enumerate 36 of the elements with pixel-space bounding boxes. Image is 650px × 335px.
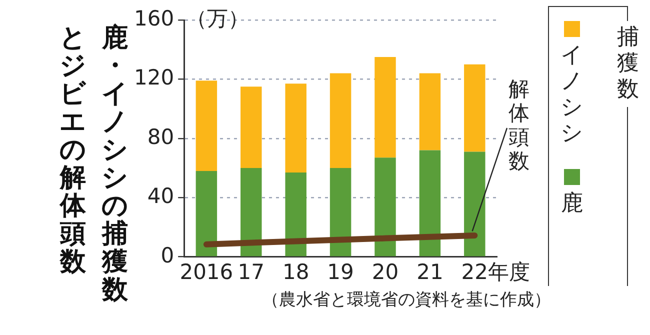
bar (419, 150, 441, 256)
y-tick-label: 80 (147, 124, 174, 149)
legend-title: 捕獲数 (102, 219, 128, 305)
bar (285, 84, 306, 172)
legend-label: 鹿 (561, 191, 583, 217)
bar (330, 168, 352, 256)
y-tick-label: 40 (147, 184, 174, 208)
bar (419, 73, 441, 150)
bar (196, 170, 218, 256)
x-tick-label: 21 (416, 260, 444, 284)
bar (240, 86, 262, 168)
y-axis-title: （万） (186, 6, 250, 30)
x-axis-title: 年度 (488, 260, 530, 284)
x-tick-label: 17 (238, 260, 265, 284)
legend-label: イノシシ (560, 43, 584, 147)
y-tick-label: 0 (160, 243, 174, 268)
bar (240, 168, 262, 256)
y-tick-label: 160 (134, 6, 174, 30)
x-tick-label: 22 (461, 260, 488, 284)
chart-title: 鹿・イノシシの (102, 23, 128, 221)
y-tick-label: 120 (134, 66, 174, 90)
x-tick-label: 20 (372, 260, 399, 284)
text: 捕獲数 (617, 25, 639, 102)
text: （農水省と環境省の資料を基に作成） (262, 289, 551, 311)
bar (330, 73, 352, 168)
x-tick-label: 18 (282, 260, 310, 284)
x-tick-label: 19 (327, 260, 354, 284)
text: とジビエの解体頭数 (60, 23, 86, 277)
x-tick-label: 2016 (180, 260, 234, 284)
bar (464, 64, 486, 152)
bar (464, 152, 486, 256)
bar (374, 158, 396, 256)
bar (196, 80, 218, 171)
text: 解体頭数 (508, 76, 530, 173)
bar (374, 57, 396, 158)
bar (285, 172, 306, 256)
